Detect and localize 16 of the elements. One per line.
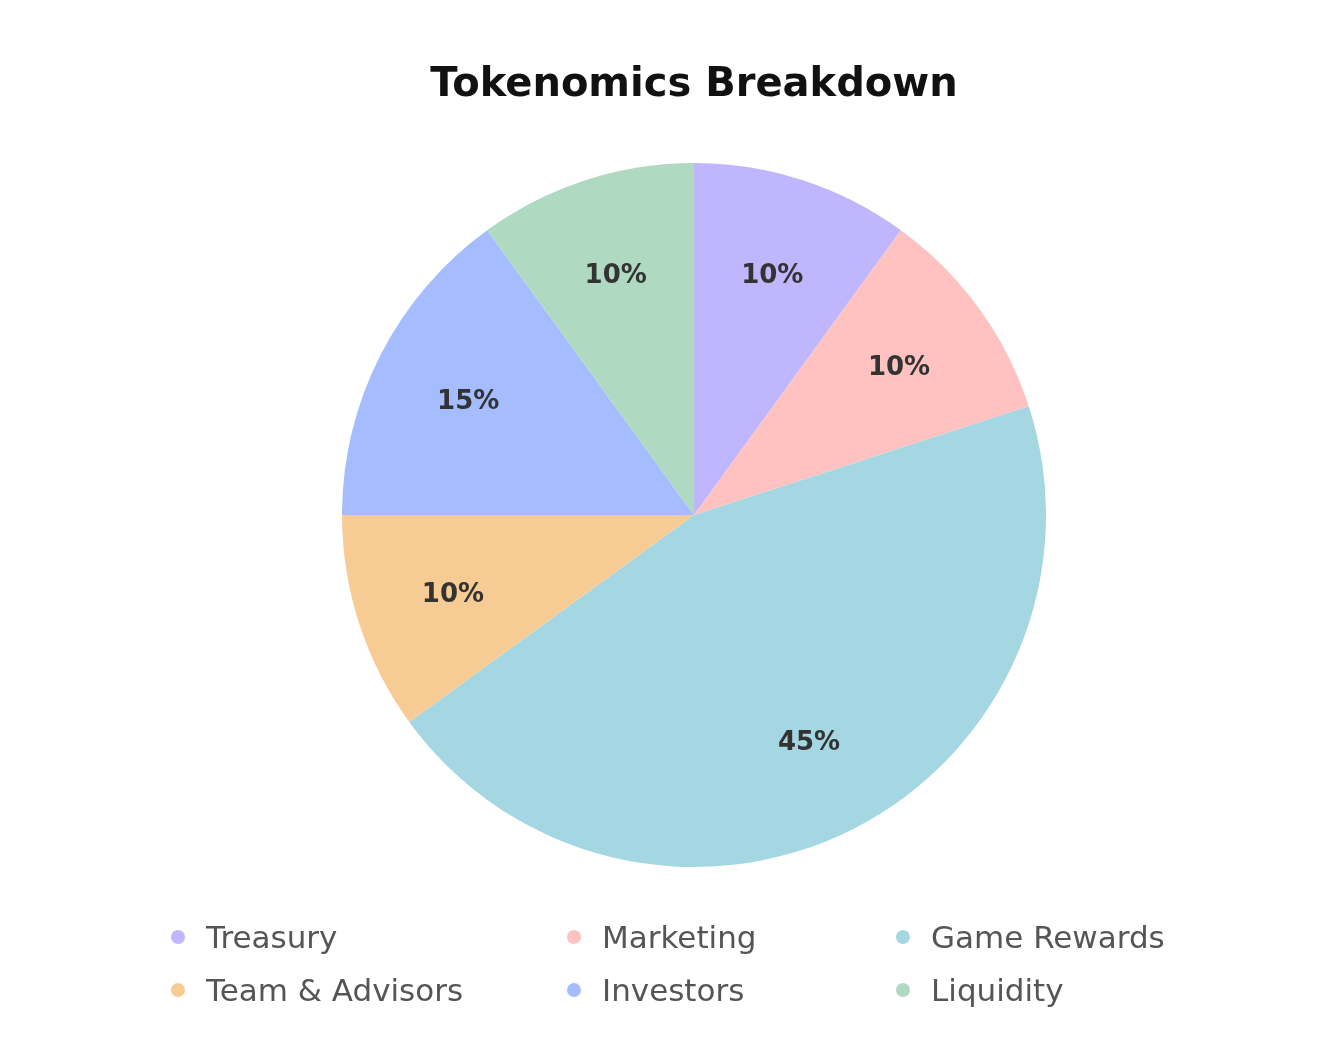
chart-title: Tokenomics Breakdown (430, 59, 958, 105)
legend-label: Treasury (205, 919, 338, 955)
legend-label: Liquidity (931, 972, 1064, 1008)
pie-slice (694, 230, 1029, 515)
data-label: 10% (584, 258, 647, 289)
pie-slice (342, 515, 694, 722)
legend-label: Game Rewards (931, 919, 1165, 955)
data-label: 45% (777, 725, 841, 756)
data-label: 10% (867, 351, 931, 382)
data-label: 10% (741, 258, 804, 289)
legend-label: Marketing (602, 919, 757, 955)
data-label: 15% (437, 384, 500, 415)
data-label: 10% (421, 578, 485, 609)
legend-label: Team & Advisors (205, 972, 464, 1008)
pie-slice (342, 230, 694, 515)
legend-label: Investors (602, 972, 745, 1008)
